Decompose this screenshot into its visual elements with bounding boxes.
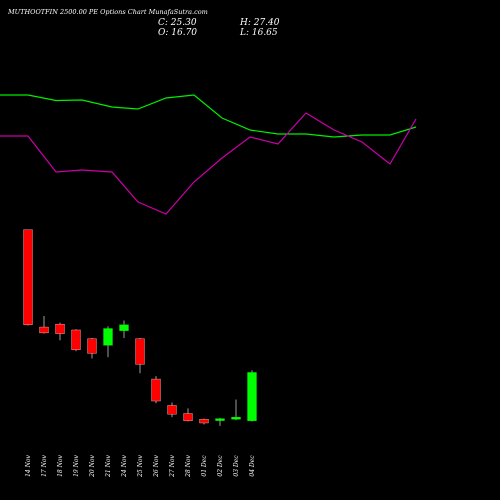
candle-body <box>183 413 193 421</box>
chart-title: MUTHOOTFIN 2500.00 PE Options Chart Muna… <box>8 8 208 16</box>
candle-body <box>87 338 97 354</box>
high-value: H: 27.40 <box>240 18 280 28</box>
x-tick-label: 26 Nov <box>153 454 160 477</box>
low-value: L: 16.65 <box>240 28 278 38</box>
x-tick-label: 01 Dec <box>201 455 208 477</box>
x-tick-label: 14 Nov <box>25 454 32 476</box>
candle <box>199 418 209 425</box>
x-tick-label: 21 Nov <box>105 454 112 477</box>
candle <box>39 316 49 334</box>
candle-body <box>55 323 65 334</box>
x-tick-label: 03 Dec <box>233 455 240 477</box>
candle <box>231 399 241 421</box>
x-tick-label: 17 Nov <box>41 454 48 476</box>
candle-body <box>199 419 209 424</box>
candle <box>71 329 81 352</box>
candle-body <box>135 338 145 365</box>
candle <box>167 402 177 418</box>
candle-body <box>119 324 129 331</box>
candle-body <box>23 229 33 325</box>
candle <box>215 417 225 426</box>
candle <box>247 370 257 422</box>
candle <box>87 338 97 359</box>
candle <box>135 338 145 374</box>
candle-body <box>247 372 257 421</box>
x-axis-labels: 14 Nov 17 Nov 18 Nov 19 Nov 20 Nov 21 Nov 24 N… <box>25 454 256 477</box>
candle <box>183 408 193 422</box>
x-tick-label: 04 Dec <box>249 455 256 477</box>
x-tick-label: 24 Nov <box>121 454 128 477</box>
candle <box>103 326 113 358</box>
candle-body <box>39 326 49 334</box>
candle <box>151 376 161 404</box>
magenta-line <box>0 112 417 215</box>
x-tick-label: 25 Nov <box>137 454 144 477</box>
candle-body <box>71 329 81 350</box>
candle <box>23 229 33 326</box>
x-tick-label: 19 Nov <box>73 454 80 476</box>
candle <box>119 320 129 339</box>
candle-body <box>103 328 113 346</box>
x-tick-label: 27 Nov <box>169 454 176 477</box>
candles <box>23 229 257 426</box>
open-value: O: 16.70 <box>158 28 198 38</box>
candle-body <box>215 418 225 421</box>
x-tick-label: 20 Nov <box>89 454 96 477</box>
indicator-lines <box>0 94 417 215</box>
close-value: C: 25.30 <box>158 18 197 28</box>
x-tick-label: 02 Dec <box>217 455 224 477</box>
candle <box>55 322 65 341</box>
green-line <box>0 94 417 138</box>
x-tick-label: 28 Nov <box>185 454 192 477</box>
x-tick-label: 18 Nov <box>57 454 64 476</box>
candle-body <box>151 378 161 402</box>
candle-body <box>231 416 241 420</box>
candle-body <box>167 405 177 415</box>
